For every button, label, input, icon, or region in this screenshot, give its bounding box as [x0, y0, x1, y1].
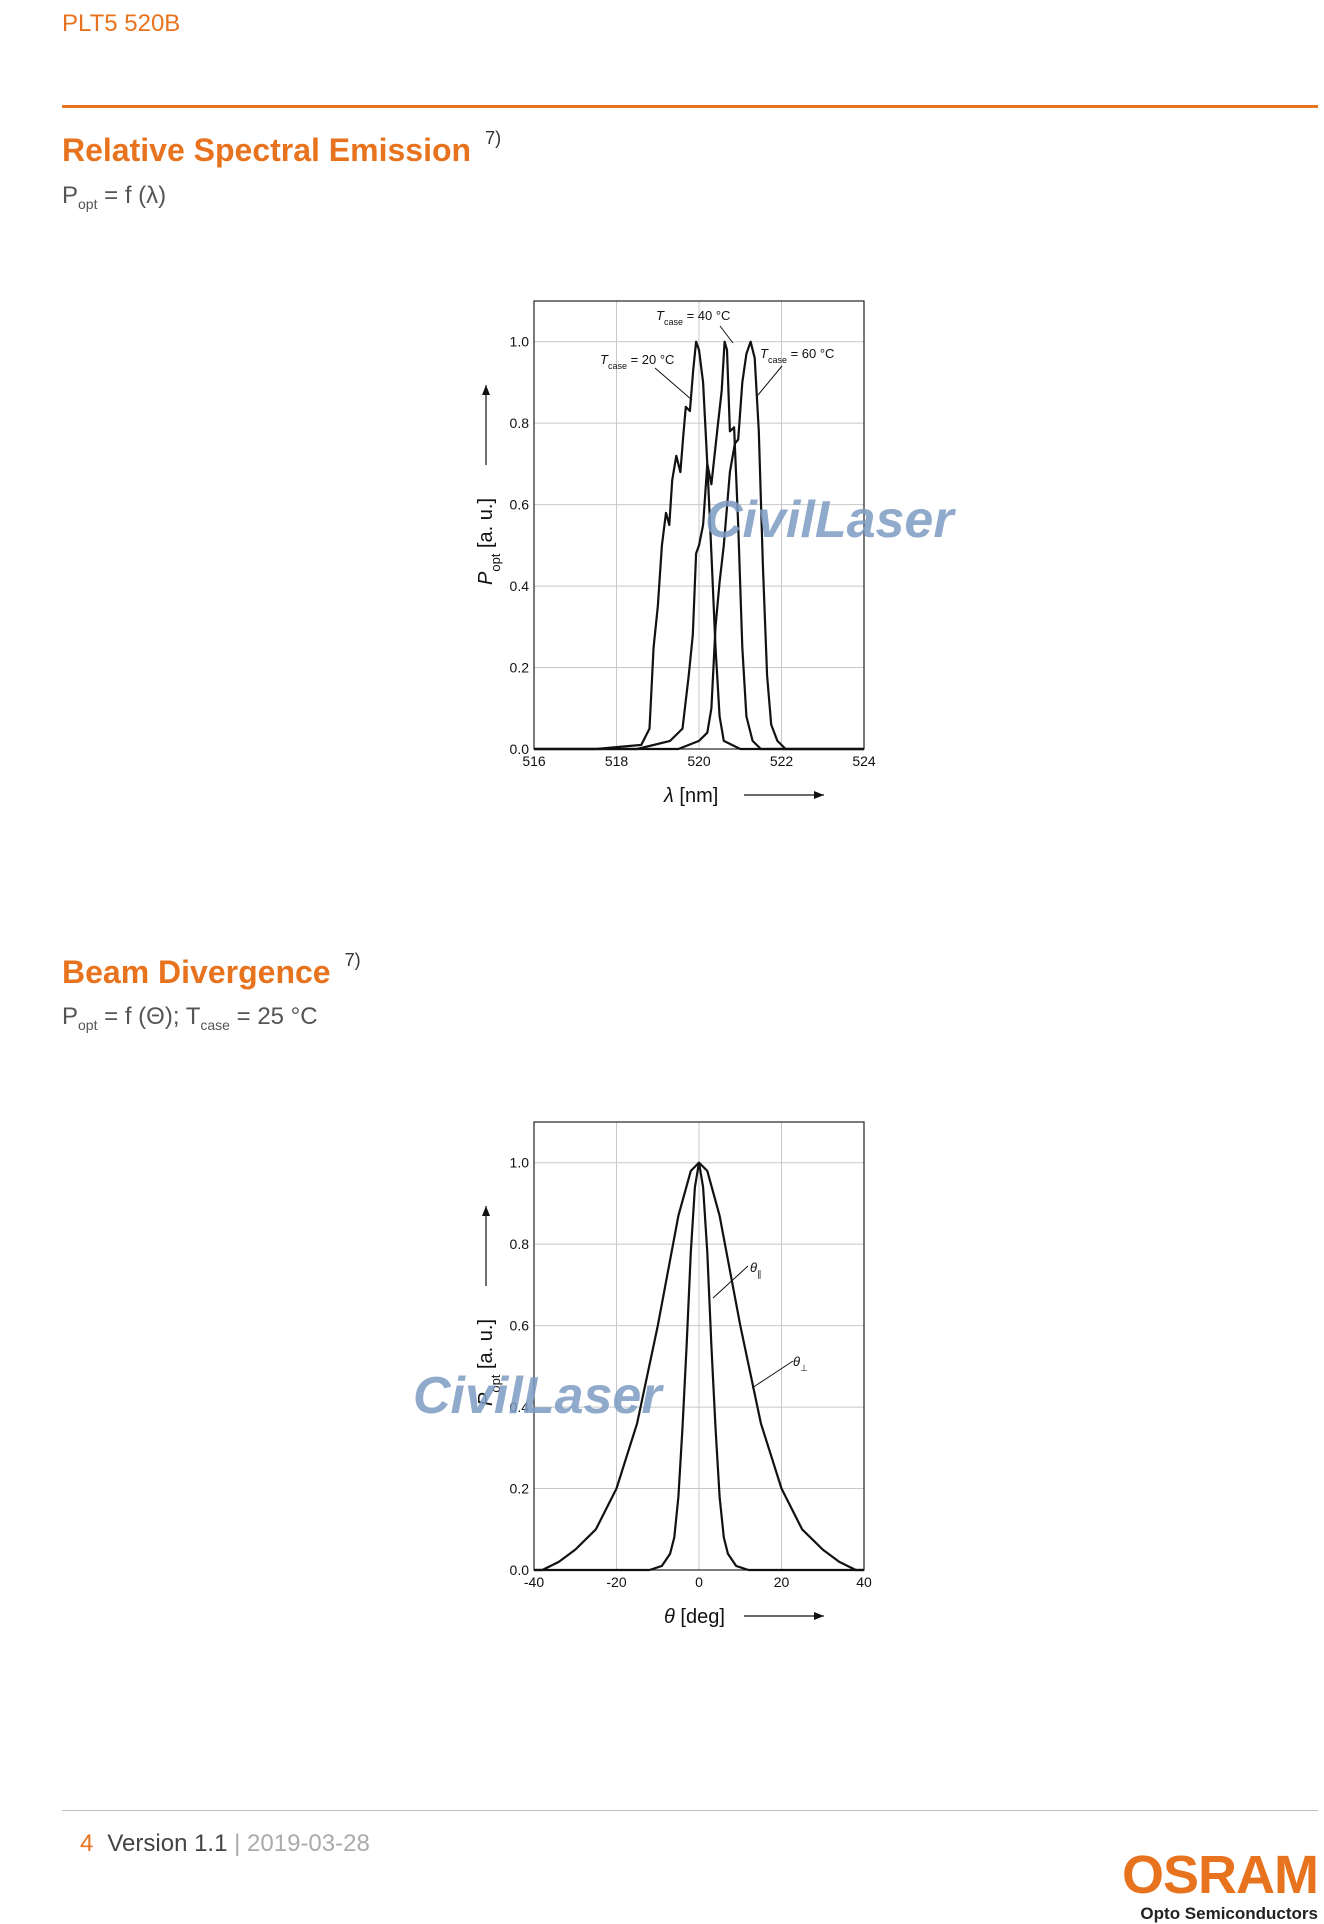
- formula-divergence: Popt = f (Θ); Tcase = 25 °C: [62, 1003, 318, 1033]
- x-tick-label: 20: [774, 1574, 790, 1590]
- series-label-sub: case: [664, 317, 683, 327]
- series-label-var: T: [760, 346, 769, 361]
- series-label: θ∥: [750, 1260, 762, 1279]
- series-label-leader: [757, 365, 783, 396]
- footer: 4 Version 1.1 | 2019-03-28: [80, 1830, 370, 1858]
- series-label-var: θ: [750, 1260, 757, 1275]
- x-tick-label: -20: [606, 1574, 626, 1590]
- x-axis-arrowhead: [814, 1612, 824, 1620]
- series-label-var: θ: [793, 1354, 800, 1369]
- section-title-text: Relative Spectral Emission: [62, 132, 472, 168]
- series-line: [534, 1161, 864, 1572]
- osram-logo: OSRAM Opto Semiconductors: [1122, 1845, 1319, 1924]
- beam-divergence-chart: -40 -20 0 20 400.00.20.40.60.81.0θ∥θ⊥θ [deg]…: [413, 1121, 872, 1628]
- y-tick-label: 0.8: [510, 1236, 530, 1252]
- y-tick-label: 1.0: [510, 1155, 530, 1171]
- formula-p: P: [62, 182, 79, 209]
- version: Version 1.1: [107, 1830, 228, 1857]
- version-separator: |: [227, 1830, 248, 1857]
- x-axis-label: θ [deg]: [664, 1606, 725, 1628]
- x-axis-arrowhead: [814, 791, 824, 799]
- y-tick-label: 0.6: [510, 1318, 530, 1334]
- plot-frame: [533, 300, 865, 750]
- x-axis-var: θ: [664, 1606, 675, 1628]
- formula-sub: opt: [78, 1016, 98, 1033]
- y-axis-unit: [a. u.]: [475, 1319, 497, 1375]
- spectral-emission-chart: 516 518 520 522 524 0.0 0.2 0.4 0.6 0.8 1.0 Tcase =…: [475, 300, 956, 807]
- y-tick-label: 0.2: [510, 1481, 530, 1497]
- series-label-leader: [751, 1360, 794, 1389]
- series-label-var: T: [656, 308, 665, 323]
- series-label-var: T: [600, 352, 609, 367]
- x-axis-unit: [deg]: [675, 1606, 725, 1628]
- y-axis-arrowhead: [482, 385, 490, 395]
- x-axis-unit: [nm]: [674, 785, 718, 807]
- formula-rest: = f (λ): [97, 182, 167, 209]
- watermark: CivilLaser: [413, 1367, 664, 1425]
- formula-rest: = 25 °C: [229, 1003, 318, 1030]
- x-axis-var: λ: [663, 785, 674, 807]
- logo-brand: OSRAM: [1122, 1845, 1319, 1905]
- y-tick-label: 0.8: [510, 415, 530, 431]
- series-label: Tcase = 40 °C: [656, 308, 730, 327]
- page-number: 4: [80, 1830, 94, 1857]
- x-tick-label: 522: [770, 753, 794, 769]
- section-title-spectral: Relative Spectral Emission 7): [62, 128, 501, 169]
- x-tick-label: 518: [605, 753, 629, 769]
- footer-rule: [62, 1810, 1318, 1811]
- series-label: Tcase = 20 °C: [600, 352, 674, 371]
- document-id: PLT5 520B: [62, 10, 181, 37]
- watermark: CivilLaser: [705, 491, 956, 549]
- y-tick-label: 0.4: [510, 578, 530, 594]
- y-tick-label: 0.6: [510, 497, 530, 513]
- series-label-sub: ⊥: [800, 1363, 808, 1373]
- y-tick-label: 0.0: [510, 741, 530, 757]
- formula-p: P: [62, 1003, 79, 1030]
- x-tick-label: 0: [695, 1574, 703, 1590]
- y-axis-unit: [a. u.]: [475, 498, 497, 554]
- formula-sub: opt: [78, 195, 98, 212]
- series-label-sub: case: [768, 355, 787, 365]
- x-tick-label: 520: [687, 753, 711, 769]
- series-label-leader: [654, 367, 693, 401]
- section-title-text: Beam Divergence: [62, 954, 331, 990]
- header-rule: [62, 105, 1318, 108]
- series-label-value: = 40 °C: [683, 308, 730, 323]
- series-label: θ⊥: [793, 1354, 808, 1373]
- series-label-sub: case: [608, 361, 627, 371]
- y-tick-label: 1.0: [510, 334, 530, 350]
- y-axis-label: Popt [a. u.]: [475, 498, 503, 585]
- y-tick-label: 0.4: [510, 1399, 530, 1415]
- formula-sub2: case: [200, 1016, 230, 1033]
- series-label-sub: ∥: [757, 1269, 762, 1279]
- release-date: 2019-03-28: [247, 1830, 370, 1857]
- series-label-leader: [712, 1265, 749, 1299]
- x-tick-label: -40: [524, 1574, 544, 1590]
- series-label-value: = 60 °C: [787, 346, 834, 361]
- footnote-ref: 7): [344, 950, 361, 970]
- x-axis-label: λ [nm]: [663, 785, 718, 807]
- series-line: [534, 340, 864, 751]
- series-line: [534, 340, 864, 751]
- y-tick-label: 0.2: [510, 660, 530, 676]
- y-axis-var: P: [475, 571, 497, 585]
- series-label-value: = 20 °C: [627, 352, 674, 367]
- y-axis-label: Popt [a. u.]: [475, 1319, 503, 1406]
- logo-tagline: Opto Semiconductors: [1140, 1904, 1318, 1923]
- x-tick-label: 516: [522, 753, 546, 769]
- series-label: Tcase = 60 °C: [760, 346, 834, 365]
- x-tick-label: 40: [856, 1574, 872, 1590]
- y-axis-var: P: [475, 1392, 497, 1406]
- footnote-ref: 7): [485, 128, 502, 148]
- x-tick-label: 524: [852, 753, 876, 769]
- series-label-leader: [719, 325, 734, 344]
- plot-frame: [533, 1121, 865, 1571]
- y-axis-arrowhead: [482, 1206, 490, 1216]
- y-tick-label: 0.0: [510, 1562, 530, 1578]
- y-axis-sub: opt: [488, 1374, 503, 1392]
- y-axis-sub: opt: [488, 553, 503, 571]
- formula-spectral: Popt = f (λ): [62, 182, 166, 212]
- section-title-divergence: Beam Divergence 7): [62, 950, 361, 991]
- formula-mid: = f (Θ); T: [97, 1003, 201, 1030]
